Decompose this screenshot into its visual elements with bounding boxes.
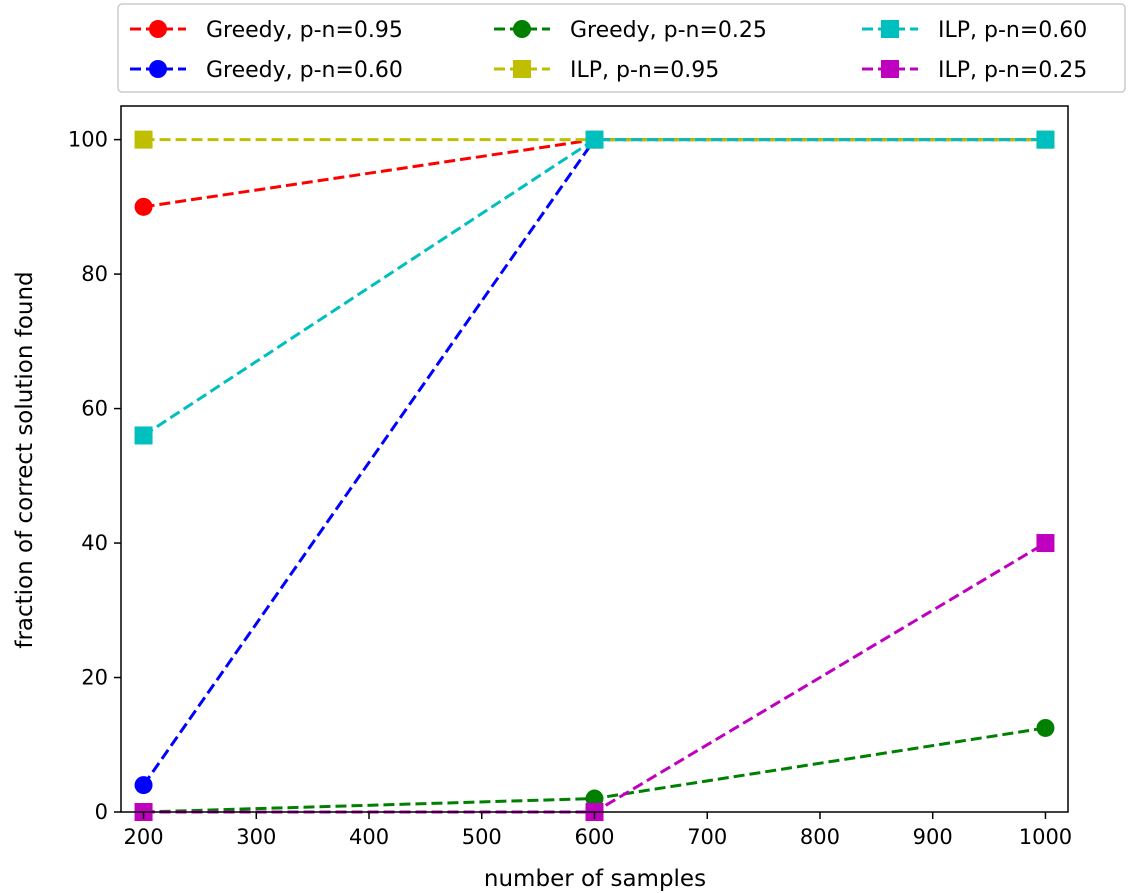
data-point-s5-1 [134, 426, 153, 445]
x-tick-label-5: 600 [574, 825, 614, 849]
series-line-6 [143, 541, 1047, 814]
legend-label-1: Greedy, p-n=0.95 [206, 18, 403, 43]
legend-label-5: ILP, p-n=0.60 [938, 18, 1087, 43]
legend-marker-4 [513, 60, 531, 78]
x-tick-label-7: 800 [800, 825, 840, 849]
data-point-s4-1 [134, 130, 153, 149]
data-point-s5-3 [1036, 130, 1055, 149]
legend-label-3: Greedy, p-n=0.25 [570, 18, 767, 43]
x-axis-label: number of samples [484, 866, 706, 892]
x-tick-label-9: 1000 [1019, 825, 1072, 849]
y-axis-label: fraction of correct solution found [12, 271, 38, 648]
y-tick-label-6: 100 [68, 128, 108, 152]
y-tick-label-2: 20 [81, 666, 108, 690]
data-point-s5-2 [585, 130, 604, 149]
plot-frame [120, 105, 1069, 813]
y-tick-label-1: 0 [95, 800, 108, 824]
axes: 200 300 400 500 600 700 800 900 1000 0 20 40 60 80 100 [68, 105, 1072, 849]
data-point-s6-3 [1036, 534, 1055, 553]
x-tick-label-2: 300 [236, 825, 276, 849]
plot-area [134, 130, 1055, 821]
x-tick-label-1: 200 [124, 825, 164, 849]
x-tick-label-6: 700 [687, 825, 727, 849]
legend-marker-2 [149, 60, 167, 78]
legend-marker-3 [513, 20, 531, 38]
y-tick-label-3: 40 [81, 531, 108, 555]
x-tick-label-4: 500 [462, 825, 502, 849]
legend-label-6: ILP, p-n=0.25 [938, 58, 1087, 83]
data-point-s1-1 [134, 197, 153, 216]
data-point-s3-3 [1036, 718, 1055, 737]
data-point-s2-1 [134, 776, 153, 795]
x-tick-label-3: 400 [349, 825, 389, 849]
legend-marker-6 [881, 60, 899, 78]
y-tick-label-4: 60 [81, 397, 108, 421]
legend-box [117, 3, 1126, 93]
x-tick-label-8: 900 [913, 825, 953, 849]
legend-marker-1 [149, 20, 167, 38]
series-line-2 [142, 138, 1046, 786]
legend: Greedy, p-n=0.95 Greedy, p-n=0.60 Greedy, … [117, 3, 1126, 93]
legend-label-2: Greedy, p-n=0.60 [206, 58, 403, 83]
series-line-5 [142, 138, 1046, 437]
y-tick-label-5: 80 [81, 262, 108, 286]
legend-label-4: ILP, p-n=0.95 [570, 58, 719, 83]
legend-marker-5 [881, 20, 899, 38]
series-line-1 [143, 138, 1046, 209]
